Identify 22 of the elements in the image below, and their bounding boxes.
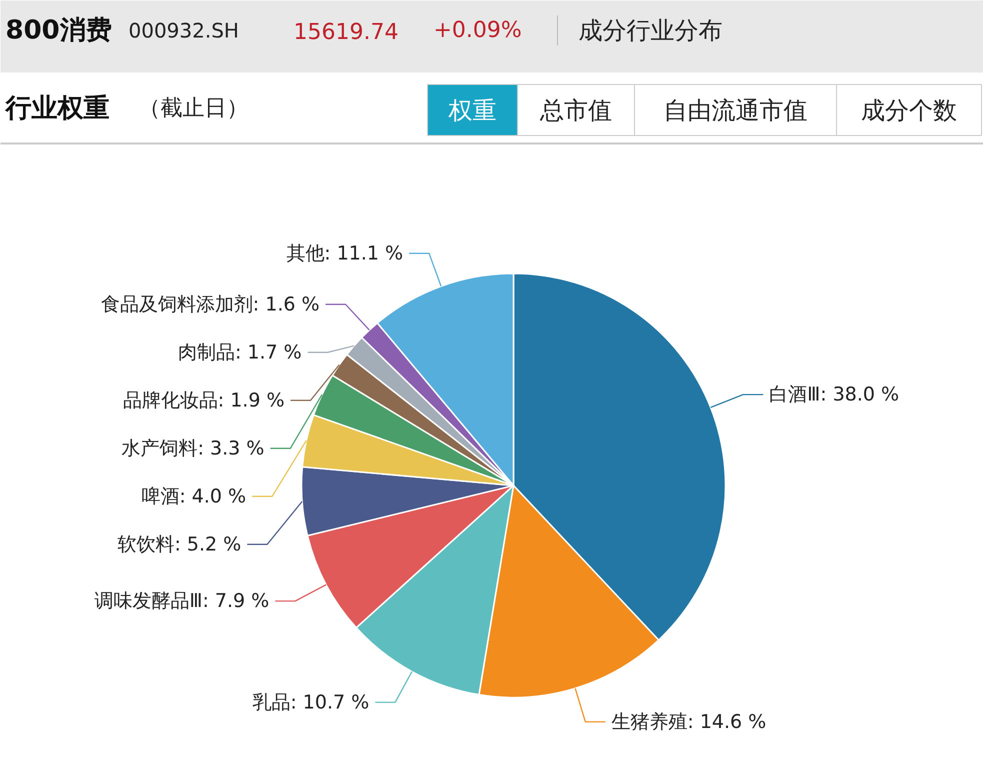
text: 000932.SH [128,18,239,42]
text: 自由流通市值 [664,96,808,124]
text: 800消费 [6,16,112,46]
slice-label: 肉制品: 1.7 % [178,341,302,364]
text: 总市值 [539,96,612,124]
text: +0.09% [434,18,522,43]
text: 15619.74 [294,20,398,45]
text: 成分个数 [861,96,957,124]
slice-label: 其他: 11.1 % [286,242,404,264]
text: （截止日） [138,96,248,121]
slice-label: 品牌化妆品: 1.9 % [122,389,285,412]
slice-label: 白酒Ⅲ: 38.0 % [769,384,900,406]
text: 行业权重 [4,94,110,124]
slice-label: 乳品: 10.7 % [252,691,370,714]
slice-label: 啤酒: 4.0 % [141,485,246,508]
slice-label: 生猪养殖: 14.6 % [611,710,766,733]
slice-label: 调味发酵品Ⅲ: 7.9 % [94,590,270,612]
text: 权重 [448,96,496,124]
text: 成分行业分布 [578,16,722,44]
slice-label: 软饮料: 5.2 % [117,533,242,556]
slice-label: 水产饲料: 3.3 % [122,437,264,460]
slice-label: 食品及饲料添加剂: 1.6 % [100,293,320,316]
